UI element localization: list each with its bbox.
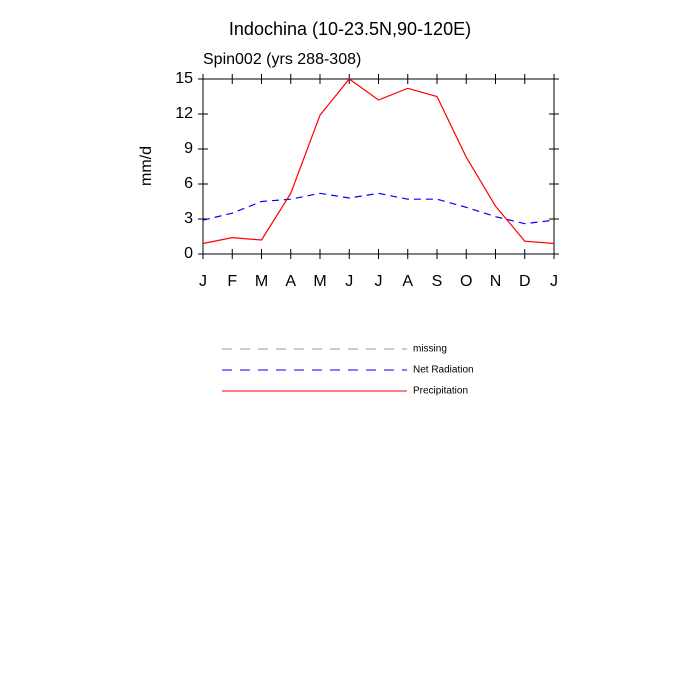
y-tick-label: 9 (184, 140, 193, 157)
x-tick-label: J (345, 273, 353, 290)
x-tick-label: F (227, 273, 237, 290)
x-tick-label: A (402, 273, 413, 290)
chart-title: Indochina (10-23.5N,90-120E) (229, 19, 471, 39)
chart-subtitle: Spin002 (yrs 288-308) (203, 51, 361, 68)
x-tick-label: M (255, 273, 268, 290)
y-tick-label: 12 (175, 105, 193, 122)
x-tick-label: J (375, 273, 383, 290)
legend-label: Net Radiation (413, 365, 474, 376)
legend-label: Precipitation (413, 386, 468, 397)
series-line (202, 192, 555, 225)
y-tick-label: 0 (184, 245, 193, 262)
x-tick-label: J (199, 273, 207, 290)
x-tick-label: S (432, 273, 443, 290)
legend-label: missing (413, 344, 447, 355)
y-axis-label: mm/d (138, 146, 155, 186)
y-tick-label: 6 (184, 175, 193, 192)
x-tick-label: N (490, 273, 502, 290)
y-tick-label: 15 (175, 70, 193, 87)
series-line (202, 78, 555, 245)
x-tick-label: M (313, 273, 326, 290)
x-tick-label: A (285, 273, 296, 290)
x-tick-label: J (550, 273, 558, 290)
x-tick-label: O (460, 273, 472, 290)
x-tick-label: D (519, 273, 531, 290)
y-tick-label: 3 (184, 210, 193, 227)
